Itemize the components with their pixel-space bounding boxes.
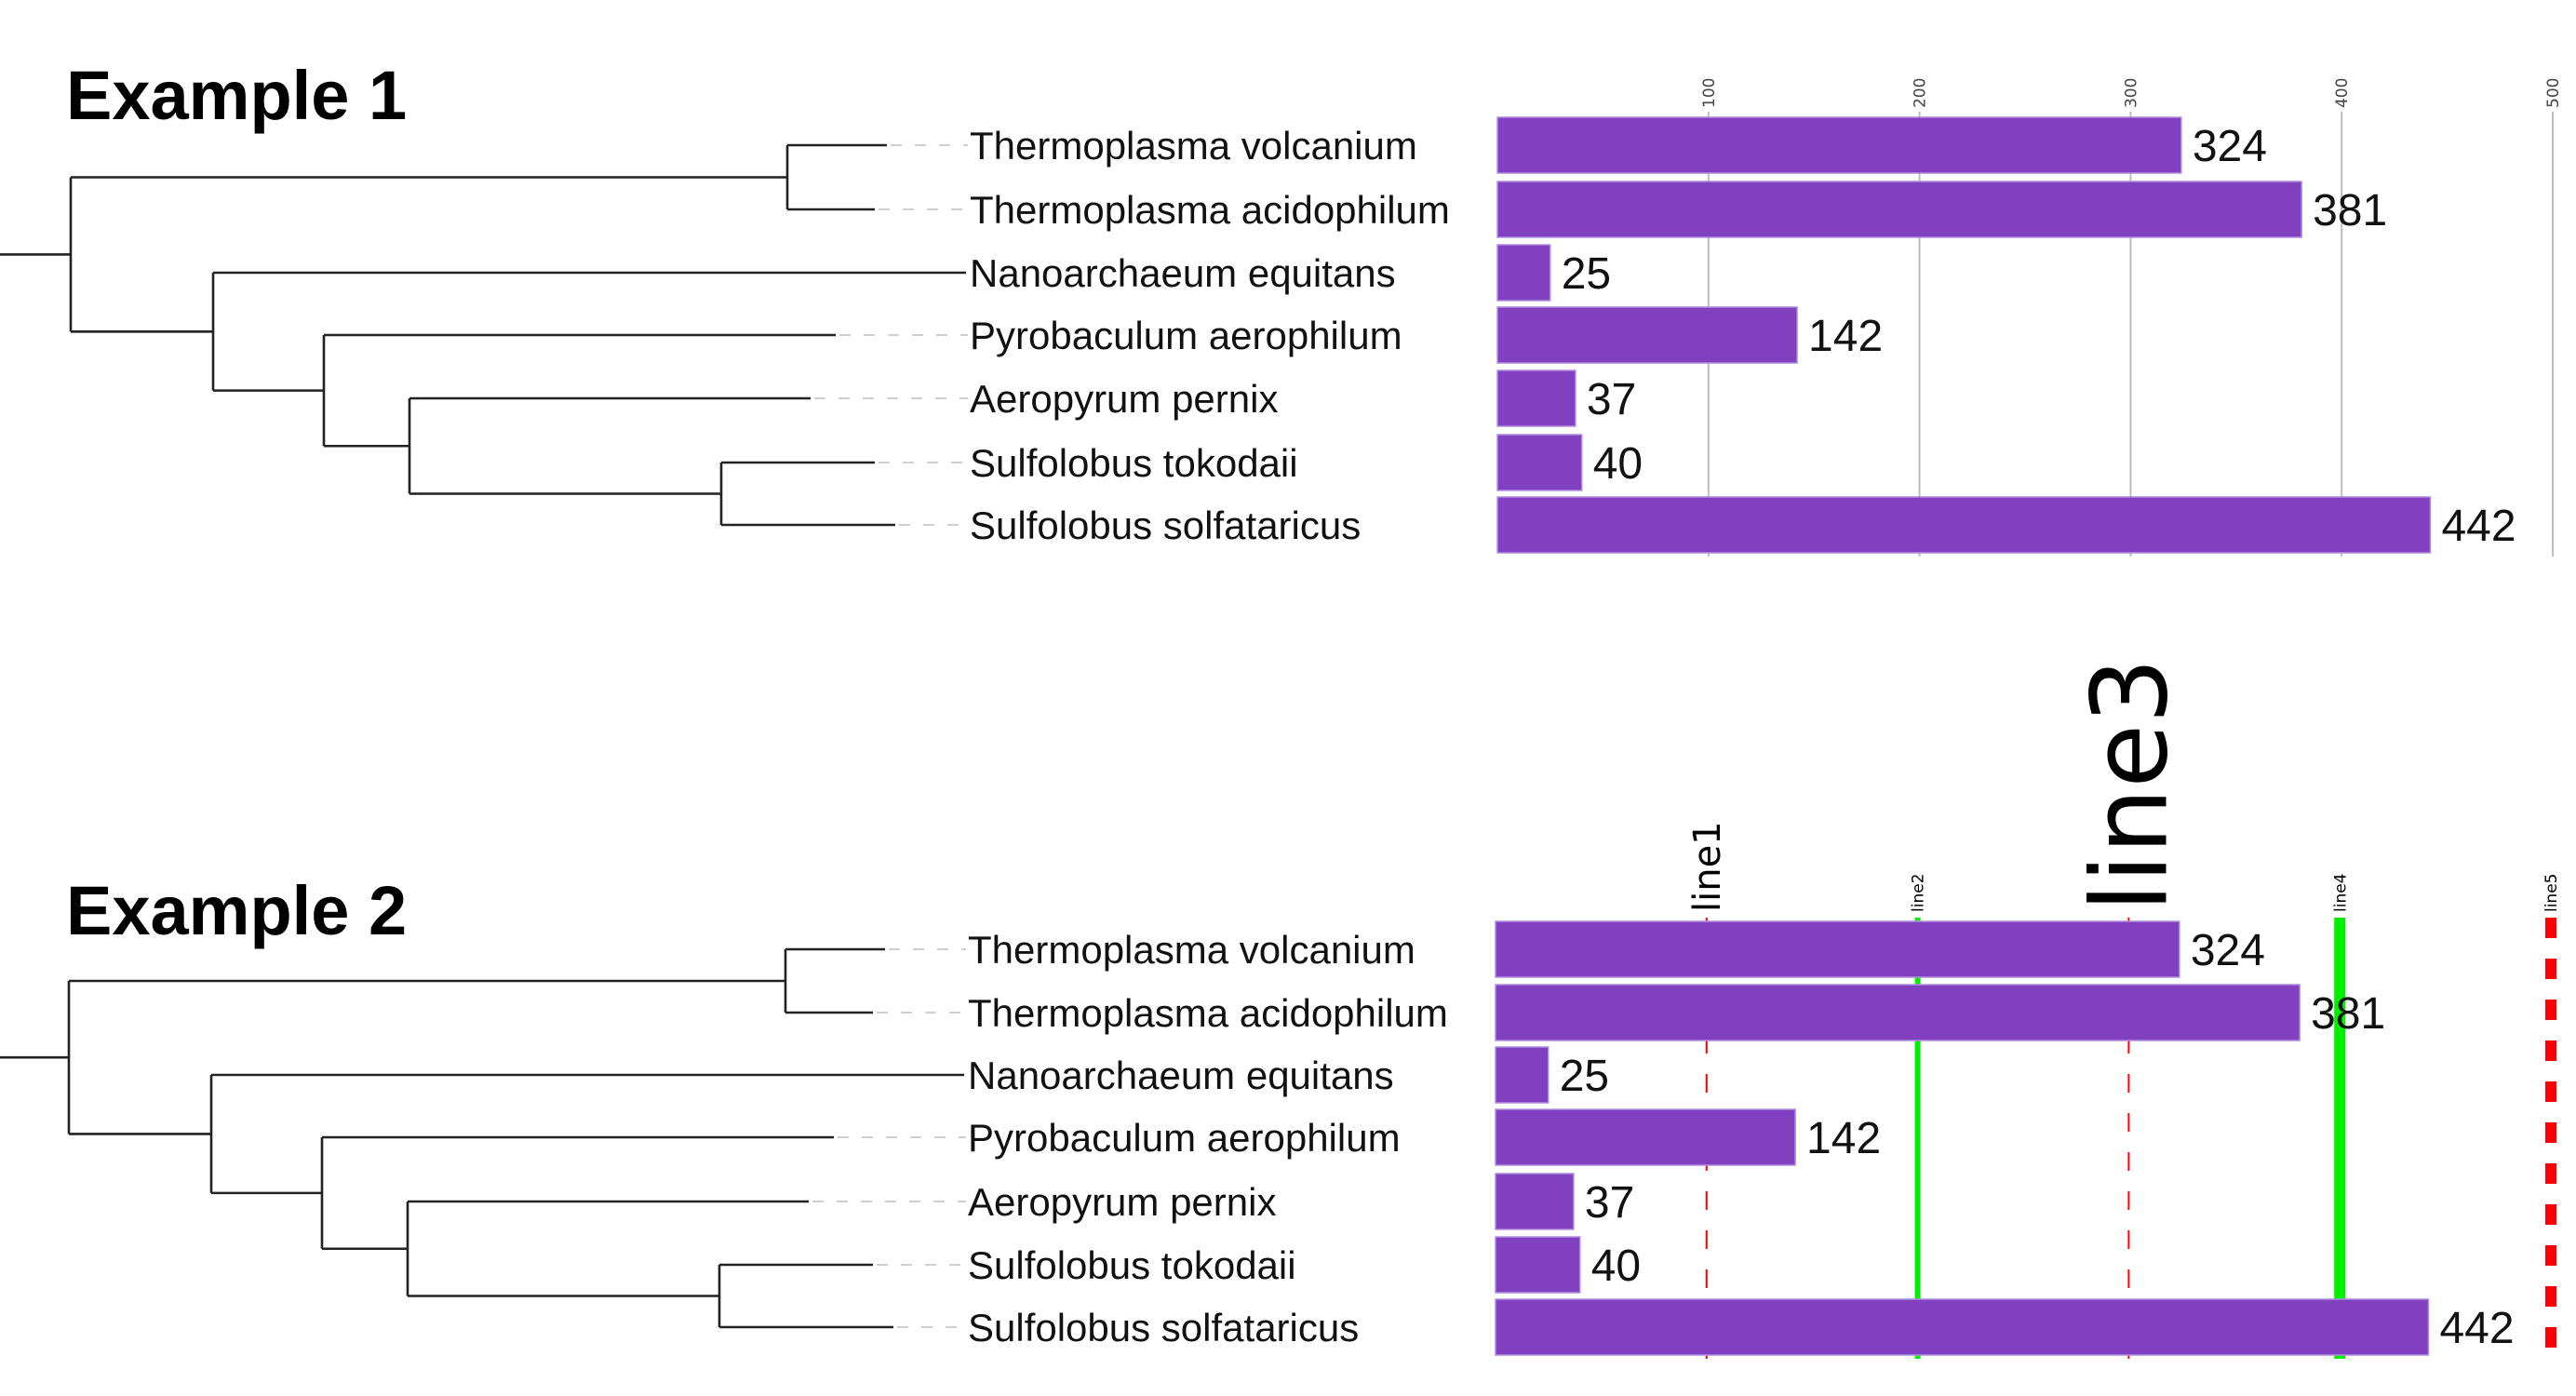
reference-line-label: line3 <box>2071 658 2192 912</box>
bar <box>1496 434 1583 491</box>
example-1-panel: Example 1 100 200 300 400 500 Thermoplasma vo… <box>0 57 2563 557</box>
bar-value-label: 37 <box>1587 375 1636 424</box>
taxon-label: Thermoplasma acidophilum <box>968 991 1448 1035</box>
bar-value-label: 381 <box>2313 186 2387 235</box>
reference-line-label: line2 <box>1910 874 1928 913</box>
taxon-label: Sulfolobus tokodaii <box>970 441 1298 485</box>
x-tick-label: 100 <box>1700 78 1719 108</box>
bar <box>1496 369 1576 427</box>
bar <box>1495 920 2180 978</box>
bar-value-label: 25 <box>1562 249 1611 299</box>
bar <box>1495 1298 2430 1356</box>
taxon-label: Aeropyrum pernix <box>970 377 1278 421</box>
taxon-label: Aeropyrum pernix <box>968 1180 1276 1224</box>
x-tick-label: 500 <box>2544 78 2563 108</box>
bar-value-label: 142 <box>1808 312 1883 361</box>
bar-value-label: 40 <box>1593 439 1643 489</box>
taxon-label: Pyrobaculum aerophilum <box>968 1116 1401 1160</box>
taxon-label: Sulfolobus solfataricus <box>970 503 1361 547</box>
bar-value-label: 40 <box>1591 1242 1641 1291</box>
x-tick-label: 200 <box>1912 78 1930 108</box>
taxon-label: Nanoarchaeum equitans <box>970 251 1396 295</box>
taxon-label: Nanoarchaeum equitans <box>968 1054 1394 1097</box>
taxon-label: Thermoplasma acidophilum <box>970 188 1450 232</box>
bar <box>1496 116 2182 174</box>
x-tick-label: 400 <box>2333 78 2352 108</box>
bar <box>1495 1173 1575 1230</box>
example-1-title: Example 1 <box>66 57 407 134</box>
bar-value-label: 324 <box>2191 926 2265 975</box>
taxon-label: Pyrobaculum aerophilum <box>970 314 1402 357</box>
bar <box>1496 496 2432 554</box>
bar <box>1495 1108 1796 1166</box>
bar-value-label: 381 <box>2311 989 2385 1039</box>
taxon-label: Sulfolobus solfataricus <box>968 1306 1359 1349</box>
taxon-label: Sulfolobus tokodaii <box>968 1243 1296 1287</box>
bar <box>1496 244 1551 302</box>
example-2-panel: Example 2 Thermoplasma volcanium Thermopl… <box>0 658 2561 1359</box>
bar-value-label: 324 <box>2193 122 2267 171</box>
example-2-title: Example 2 <box>66 872 407 949</box>
bar-value-label: 442 <box>2439 1304 2514 1353</box>
bar-value-label: 25 <box>1560 1052 1609 1101</box>
taxon-label: Thermoplasma volcanium <box>968 928 1415 972</box>
bar-value-label: 442 <box>2441 502 2516 551</box>
taxon-label: Thermoplasma volcanium <box>970 124 1417 168</box>
bar-value-label: 142 <box>1806 1114 1881 1163</box>
bar <box>1496 306 1798 364</box>
reference-line-label: line4 <box>2331 874 2350 913</box>
bar <box>1496 181 2302 238</box>
bar-value-label: 37 <box>1585 1178 1634 1228</box>
bar <box>1495 984 2301 1041</box>
bar <box>1495 1236 1581 1294</box>
bar <box>1495 1046 1550 1104</box>
reference-line-label: line1 <box>1686 821 1729 912</box>
reference-line-label: line5 <box>2542 874 2561 913</box>
x-tick-label: 300 <box>2122 78 2140 108</box>
